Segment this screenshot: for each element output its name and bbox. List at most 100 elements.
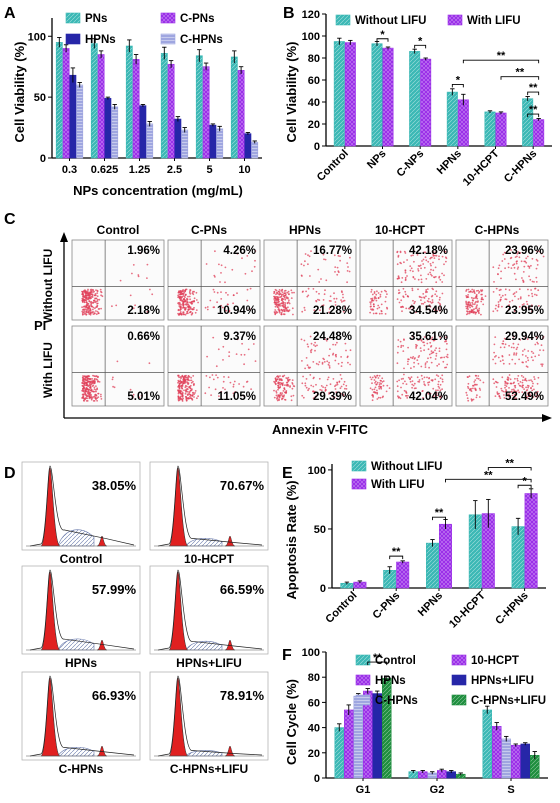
flow-event-dot bbox=[279, 375, 281, 377]
flow-event-dot bbox=[407, 307, 410, 310]
flow-event-dot bbox=[344, 387, 346, 390]
panel-b-ylabel: Cell Viability (%) bbox=[284, 42, 299, 143]
flow-event-dot bbox=[96, 295, 99, 298]
flow-event-dot bbox=[304, 384, 307, 387]
flow-event-dot bbox=[417, 269, 420, 272]
flow-event-dot bbox=[413, 365, 415, 368]
flow-event-dot bbox=[214, 250, 216, 253]
flow-event-dot bbox=[82, 375, 84, 377]
flow-event-dot bbox=[531, 389, 534, 392]
flow-event-dot bbox=[370, 291, 373, 293]
flow-event-dot bbox=[340, 392, 342, 395]
flow-event-dot bbox=[467, 385, 469, 388]
flow-event-dot bbox=[244, 272, 247, 275]
flow-event-dot bbox=[236, 252, 239, 255]
flow-event-dot bbox=[502, 340, 505, 343]
flow-event-dot bbox=[513, 346, 515, 349]
histogram-4: 66.93%C-HPNs bbox=[21, 671, 141, 776]
flow-event-dot bbox=[93, 400, 96, 402]
flow-event-dot bbox=[508, 344, 510, 347]
flow-event-dot bbox=[254, 259, 256, 262]
flow-event-dot bbox=[473, 381, 476, 383]
flow-event-dot bbox=[414, 357, 416, 359]
flow-event-dot bbox=[517, 251, 520, 253]
flow-event-dot bbox=[471, 305, 474, 308]
flow-event-dot bbox=[86, 397, 88, 400]
flow-event-dot bbox=[441, 388, 443, 391]
y-tick-label: 60 bbox=[308, 697, 320, 709]
lower-right-percent: 5.01% bbox=[127, 391, 160, 403]
flow-col-label-4: C-HPNs bbox=[475, 223, 520, 237]
flow-event-dot bbox=[516, 268, 519, 270]
flow-event-dot bbox=[535, 267, 538, 270]
significance-bracket bbox=[500, 76, 540, 80]
flow-event-dot bbox=[494, 307, 497, 310]
flow-event-dot bbox=[132, 264, 135, 266]
g2-peak bbox=[224, 535, 236, 547]
flow-event-dot bbox=[417, 380, 420, 383]
flow-event-dot bbox=[527, 391, 530, 394]
flow-event-dot bbox=[281, 392, 284, 394]
flow-event-dot bbox=[280, 298, 283, 300]
flow-event-dot bbox=[88, 294, 91, 297]
histogram-label: HPNs bbox=[65, 656, 97, 670]
flow-event-dot bbox=[224, 266, 227, 269]
bar bbox=[132, 59, 140, 159]
flow-event-dot bbox=[206, 355, 209, 358]
flow-event-dot bbox=[378, 374, 381, 377]
legend-swatch bbox=[351, 460, 367, 472]
significance-mark: * bbox=[456, 74, 461, 86]
flow-event-dot bbox=[95, 385, 97, 387]
flow-event-dot bbox=[404, 380, 406, 383]
flow-event-dot bbox=[518, 358, 520, 361]
flow-event-dot bbox=[223, 376, 225, 378]
legend-label: C-HPNs bbox=[180, 34, 223, 46]
significance-bracket bbox=[367, 661, 388, 666]
y-tick-label: 100 bbox=[302, 647, 320, 659]
flow-event-dot bbox=[99, 288, 102, 291]
flow-event-dot bbox=[227, 294, 229, 296]
flow-event-dot bbox=[412, 307, 415, 310]
flow-event-dot bbox=[375, 383, 378, 386]
flow-event-dot bbox=[184, 392, 187, 395]
significance-mark: * bbox=[522, 475, 527, 487]
flow-event-dot bbox=[285, 391, 288, 393]
flow-event-dot bbox=[322, 253, 325, 256]
flow-event-dot bbox=[434, 393, 437, 396]
flow-event-dot bbox=[476, 310, 479, 312]
flow-event-dot bbox=[93, 290, 95, 293]
flow-event-dot bbox=[310, 351, 312, 354]
flow-event-dot bbox=[181, 290, 184, 292]
flow-event-dot bbox=[399, 251, 402, 254]
flow-event-dot bbox=[373, 375, 376, 377]
flow-event-dot bbox=[501, 260, 504, 262]
flow-event-dot bbox=[334, 266, 337, 268]
flow-event-dot bbox=[422, 302, 425, 305]
flow-event-dot bbox=[465, 301, 468, 304]
flow-event-dot bbox=[324, 386, 327, 389]
flow-event-dot bbox=[183, 306, 185, 309]
flow-event-dot bbox=[278, 396, 281, 399]
flow-event-dot bbox=[339, 374, 342, 376]
flow-event-dot bbox=[307, 345, 310, 348]
flow-event-dot bbox=[94, 307, 96, 310]
flow-event-dot bbox=[278, 387, 280, 389]
flow-event-dot bbox=[287, 380, 290, 383]
flow-event-dot bbox=[435, 254, 438, 257]
x-tick-label: S bbox=[507, 784, 514, 796]
bar bbox=[353, 695, 363, 779]
flow-event-dot bbox=[413, 387, 416, 390]
flow-event-dot bbox=[411, 287, 414, 290]
flow-event-dot bbox=[416, 344, 418, 347]
flow-event-dot bbox=[284, 309, 286, 311]
flow-event-dot bbox=[322, 357, 325, 360]
flow-event-dot bbox=[277, 375, 280, 378]
flow-event-dot bbox=[503, 394, 505, 396]
flow-event-dot bbox=[484, 295, 487, 297]
flow-event-dot bbox=[517, 382, 520, 385]
flow-event-dot bbox=[178, 399, 181, 401]
flow-event-dot bbox=[420, 374, 423, 377]
flow-event-dot bbox=[317, 298, 319, 301]
flow-event-dot bbox=[322, 386, 324, 388]
flow-event-dot bbox=[505, 385, 508, 388]
